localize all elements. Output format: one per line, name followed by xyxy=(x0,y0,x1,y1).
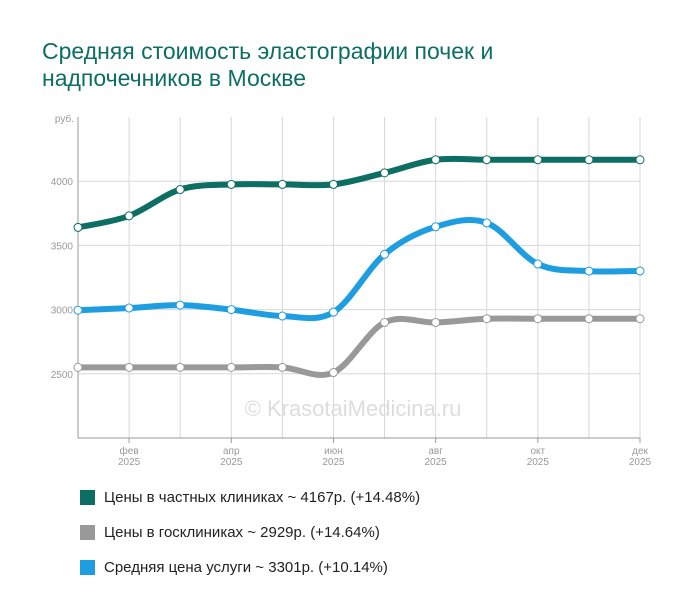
x-tick-label-month: окт xyxy=(530,446,545,457)
data-point xyxy=(482,314,492,324)
data-point xyxy=(124,362,134,372)
legend-label: Средняя цена услуги ~ 3301р. (+10.14%) xyxy=(104,559,388,576)
data-point xyxy=(635,155,645,165)
data-point xyxy=(328,179,338,189)
legend-swatch xyxy=(80,560,95,575)
series-line-2 xyxy=(75,217,643,322)
data-point xyxy=(175,362,185,372)
x-tick-label-month: фев xyxy=(120,445,139,457)
data-point xyxy=(635,266,645,276)
y-tick-label: 3500 xyxy=(51,241,74,252)
data-point xyxy=(73,305,83,315)
data-point xyxy=(482,155,492,165)
x-tick-label-year: 2025 xyxy=(425,457,448,468)
data-point xyxy=(226,179,236,189)
data-point xyxy=(124,211,134,221)
data-point xyxy=(175,185,185,195)
data-point xyxy=(73,362,83,372)
data-point xyxy=(533,314,543,324)
data-point xyxy=(635,314,645,324)
x-tick-label-year: 2025 xyxy=(629,457,652,468)
data-point xyxy=(380,317,390,327)
x-tick-label-year: 2025 xyxy=(118,457,141,468)
data-point xyxy=(380,168,390,178)
watermark: © KrasotaiMedicina.ru xyxy=(245,396,462,421)
data-point xyxy=(73,222,83,232)
data-point xyxy=(431,222,441,232)
data-point xyxy=(482,218,492,228)
y-axis-unit: руб. xyxy=(55,113,74,125)
data-point xyxy=(431,155,441,165)
x-tick-label-month: авг xyxy=(428,446,443,457)
series-line-0 xyxy=(75,155,643,231)
data-point xyxy=(584,266,594,276)
series-line-1 xyxy=(75,315,643,378)
x-tick-label-month: июн xyxy=(324,446,343,457)
data-point xyxy=(226,362,236,372)
legend-label: Цены в госклиниках ~ 2929р. (+14.64%) xyxy=(104,524,380,541)
data-point xyxy=(380,249,390,259)
legend-swatch xyxy=(80,490,95,505)
legend-item[interactable]: Средняя цена услуги ~ 3301р. (+10.14%) xyxy=(80,559,388,576)
data-point xyxy=(328,307,338,317)
legend-label: Цены в частных клиниках ~ 4167р. (+14.48… xyxy=(104,489,421,506)
data-point xyxy=(226,305,236,315)
legend-swatch xyxy=(80,525,95,540)
y-tick-label: 3000 xyxy=(51,306,74,317)
x-tick-label-year: 2025 xyxy=(220,457,243,468)
data-point xyxy=(277,179,287,189)
legend-item[interactable]: Цены в госклиниках ~ 2929р. (+14.64%) xyxy=(80,524,380,541)
data-point xyxy=(584,314,594,324)
legend-item[interactable]: Цены в частных клиниках ~ 4167р. (+14.48… xyxy=(80,489,420,506)
data-point xyxy=(175,300,185,310)
y-tick-label: 4000 xyxy=(51,177,74,188)
x-tick-label-month: дек xyxy=(632,446,648,457)
x-tick-label-year: 2025 xyxy=(527,457,550,468)
data-point xyxy=(533,259,543,269)
data-point xyxy=(277,362,287,372)
y-tick-label: 2500 xyxy=(51,370,74,381)
x-tick-label-year: 2025 xyxy=(322,457,345,468)
data-point xyxy=(533,155,543,165)
x-tick-label-month: апр xyxy=(223,446,240,457)
data-point xyxy=(584,155,594,165)
data-point xyxy=(328,368,338,378)
data-point xyxy=(124,303,134,313)
data-point xyxy=(277,311,287,321)
chart-title: Средняя стоимость эластографии почек и н… xyxy=(42,38,494,91)
data-point xyxy=(431,317,441,327)
